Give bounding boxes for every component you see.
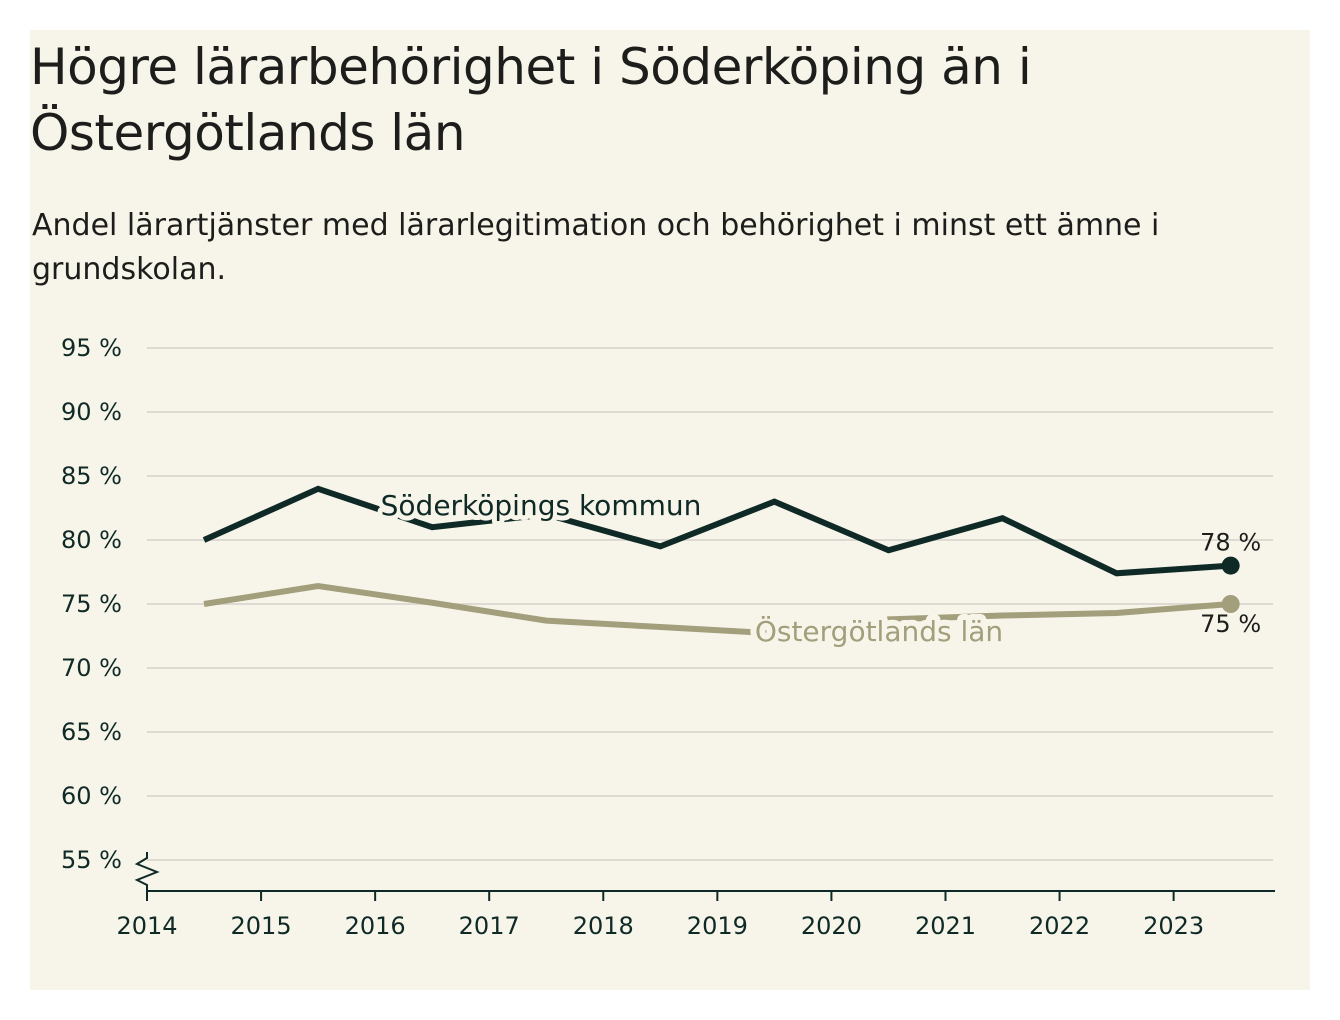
series-label-soderkoping: Söderköpings kommun [381, 489, 702, 522]
x-tick-label: 2016 [345, 912, 406, 940]
y-tick-label: 95 % [61, 334, 122, 362]
x-tick-label: 2020 [801, 912, 862, 940]
end-value-label-ostergotland: 75 % [1200, 610, 1261, 638]
y-tick-label: 55 % [61, 846, 122, 874]
chart-card [30, 30, 1310, 990]
x-tick-label: 2015 [231, 912, 292, 940]
y-tick-label: 90 % [61, 398, 122, 426]
y-tick-label: 70 % [61, 654, 122, 682]
y-tick-label: 80 % [61, 526, 122, 554]
y-tick-label: 85 % [61, 462, 122, 490]
x-tick-label: 2019 [687, 912, 748, 940]
axis-break-icon [134, 852, 160, 891]
end-point-ostergotland [1221, 595, 1240, 613]
y-tick-label: 65 % [61, 718, 122, 746]
series-line-ostergotland [203, 583, 1231, 637]
x-tick-label: 2017 [459, 912, 520, 940]
end-point-soderkoping [1221, 556, 1240, 575]
chart-subtitle: Andel lärartjänster med lärarlegitimatio… [32, 208, 1160, 287]
series-line-soderkoping [202, 485, 1231, 577]
x-tick-label: 2021 [915, 912, 976, 940]
end-value-label-soderkoping: 78 % [1200, 529, 1261, 557]
x-tick-label: 2014 [116, 912, 177, 940]
chart-title: Högre lärarbehörighet i Söderköping än i… [30, 38, 1032, 162]
x-tick-label: 2018 [573, 912, 634, 940]
y-tick-label: 75 % [61, 590, 122, 618]
y-tick-label: 60 % [61, 782, 122, 810]
series-label-ostergotland: Östergötlands län [755, 614, 1003, 648]
x-tick-label: 2022 [1029, 912, 1090, 940]
x-tick-label: 2023 [1143, 912, 1204, 940]
